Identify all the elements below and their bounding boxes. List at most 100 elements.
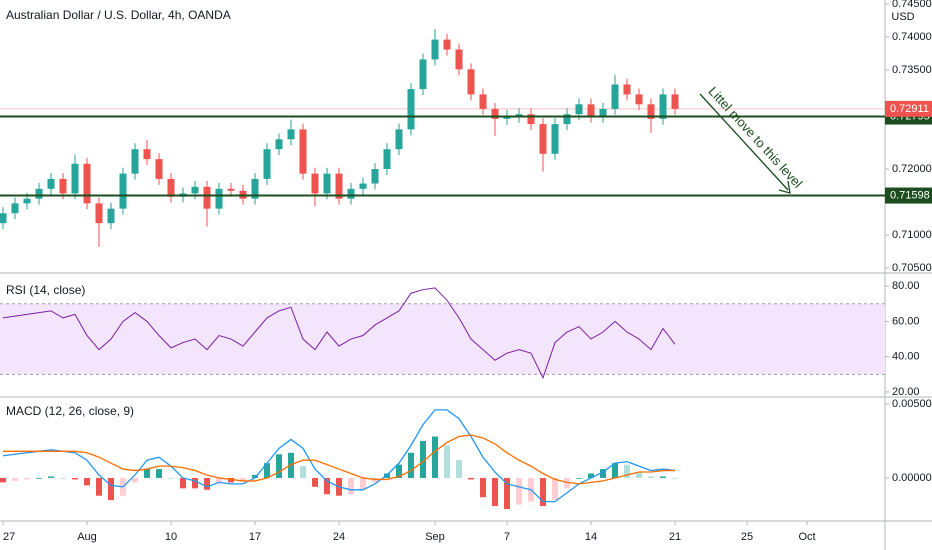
annotation: Littel move to this level [699, 84, 805, 194]
histogram-bar [108, 477, 114, 501]
histogram-bar [396, 464, 402, 478]
candle-body [527, 114, 535, 125]
histogram-bar [240, 477, 246, 481]
y-tick-label: 20.00 [892, 386, 920, 398]
y-tick-label: 0.00000 [892, 472, 932, 484]
signal-line [3, 434, 675, 485]
histogram-bar [552, 477, 558, 501]
histogram-bar [648, 476, 654, 478]
candle-body [635, 94, 643, 105]
candle-body [371, 169, 379, 184]
candle-body [275, 139, 283, 150]
x-tick-label: 10 [165, 531, 177, 543]
histogram-bar [48, 476, 54, 478]
candle-body [491, 108, 499, 119]
rsi-band [0, 303, 885, 375]
y-tick-label: 0.74000 [892, 31, 932, 43]
candle-body [0, 213, 7, 224]
y-tick-label: 40.00 [892, 351, 920, 363]
candle-body [395, 129, 403, 150]
histogram-bar [360, 477, 366, 490]
level-label: 0.71598 [890, 189, 930, 201]
candle-body [335, 173, 343, 199]
candle-body [227, 188, 235, 191]
candle-body [143, 149, 151, 160]
histogram-bar [72, 477, 78, 480]
candle-body [551, 124, 559, 154]
candle-body [647, 104, 655, 119]
candle-body [23, 198, 31, 204]
candle-body [299, 129, 307, 174]
histogram-bar [168, 477, 174, 479]
last-price-bg [885, 100, 932, 117]
candle-body [95, 203, 103, 224]
candle-body [311, 173, 319, 194]
candle-body [671, 94, 679, 109]
last-price-label: 0.72911 [890, 103, 929, 115]
y-tick-label: 60.00 [892, 315, 920, 327]
candle-body [71, 163, 79, 194]
candle-body [623, 84, 631, 95]
histogram-bar [0, 477, 6, 483]
candle-body [59, 178, 67, 194]
histogram-bar [612, 463, 618, 478]
level-label-bg [885, 187, 932, 204]
histogram-bar [216, 477, 222, 483]
candle-body [419, 59, 427, 90]
histogram-bar [144, 469, 150, 478]
histogram-bar [672, 477, 678, 479]
candle-body [167, 178, 175, 197]
x-tick-label: 24 [333, 531, 345, 543]
histogram-bar [492, 477, 498, 507]
histogram-bar [564, 477, 570, 489]
x-tick-label: 17 [249, 531, 261, 543]
histogram-bar [624, 464, 630, 478]
histogram-bar [132, 477, 138, 483]
x-tick-label: 7 [504, 531, 510, 543]
candle-body [659, 94, 667, 119]
x-tick-label: Sep [425, 531, 445, 543]
x-tick-label: 14 [585, 531, 597, 543]
rsi-title: RSI (14, close) [6, 283, 85, 297]
candle-body [611, 84, 619, 109]
histogram-bar [516, 477, 522, 505]
histogram-bar [420, 440, 426, 478]
candle-body [323, 173, 331, 194]
x-tick-label: Aug [77, 531, 97, 543]
histogram-bar [84, 477, 90, 486]
candle-body [131, 149, 139, 174]
candle-body [503, 116, 511, 119]
histogram-bar [456, 460, 462, 478]
histogram-bar [252, 474, 258, 478]
y-tick-label: 80.00 [892, 280, 920, 292]
candle-body [599, 108, 607, 117]
y-tick-label: 0.72000 [892, 163, 932, 175]
histogram-bar [204, 477, 210, 490]
histogram-bar [540, 477, 546, 507]
candle-body [287, 129, 295, 140]
candle-body [83, 163, 91, 204]
histogram-bar [96, 477, 102, 496]
candle-body [347, 188, 355, 199]
histogram-bar [432, 436, 438, 478]
candle-body [11, 203, 19, 214]
histogram-bar [588, 473, 594, 478]
histogram-bar [36, 477, 42, 479]
candle-body [119, 173, 127, 209]
y-tick-label: 0.71000 [892, 229, 932, 241]
histogram-bar [444, 445, 450, 478]
annotation-arrow [699, 93, 789, 191]
x-tick-label: 21 [669, 531, 681, 543]
candle-body [107, 208, 115, 224]
candle-body [407, 89, 415, 130]
candle-body [539, 124, 547, 154]
candle-body [467, 69, 475, 95]
histogram-bar [636, 472, 642, 478]
histogram-bar [180, 477, 186, 489]
candle-body [359, 183, 367, 189]
histogram-bar [156, 469, 162, 478]
y-tick-label: 0.73500 [892, 64, 932, 76]
macd-title: MACD (12, 26, close, 9) [6, 404, 134, 418]
candle-body [431, 39, 439, 60]
